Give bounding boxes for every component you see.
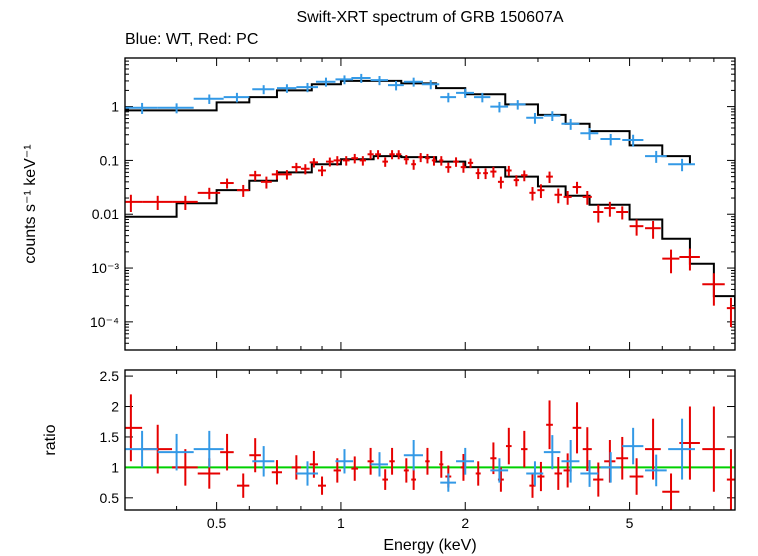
svg-text:2: 2 <box>111 399 119 415</box>
svg-text:0.5: 0.5 <box>207 515 227 531</box>
svg-text:counts s⁻¹ keV⁻¹: counts s⁻¹ keV⁻¹ <box>22 144 39 263</box>
svg-text:ratio: ratio <box>42 424 59 455</box>
svg-text:0.5: 0.5 <box>100 490 120 506</box>
svg-text:1: 1 <box>111 459 119 475</box>
svg-text:Swift-XRT spectrum of GRB 1506: Swift-XRT spectrum of GRB 150607A <box>296 9 563 26</box>
plot-svg: 0.5 1 2 5 10⁻⁴ 10⁻³ 0.01 0.1 1 0.5 1 1.5 2 2.5 Swift-X… <box>0 0 758 556</box>
svg-text:1: 1 <box>111 99 119 115</box>
svg-text:2: 2 <box>461 515 469 531</box>
svg-text:2.5: 2.5 <box>100 368 120 384</box>
svg-text:1: 1 <box>337 515 345 531</box>
svg-text:0.1: 0.1 <box>100 152 120 168</box>
svg-text:Blue: WT, Red: PC: Blue: WT, Red: PC <box>125 31 258 48</box>
spectrum-figure: 0.5 1 2 5 10⁻⁴ 10⁻³ 0.01 0.1 1 0.5 1 1.5 2 2.5 Swift-X… <box>0 0 758 556</box>
svg-text:10⁻³: 10⁻³ <box>91 260 119 276</box>
svg-text:0.01: 0.01 <box>92 206 119 222</box>
svg-text:1.5: 1.5 <box>100 429 120 445</box>
svg-text:10⁻⁴: 10⁻⁴ <box>90 314 119 330</box>
svg-text:Energy (keV): Energy (keV) <box>383 537 476 554</box>
svg-text:5: 5 <box>626 515 634 531</box>
